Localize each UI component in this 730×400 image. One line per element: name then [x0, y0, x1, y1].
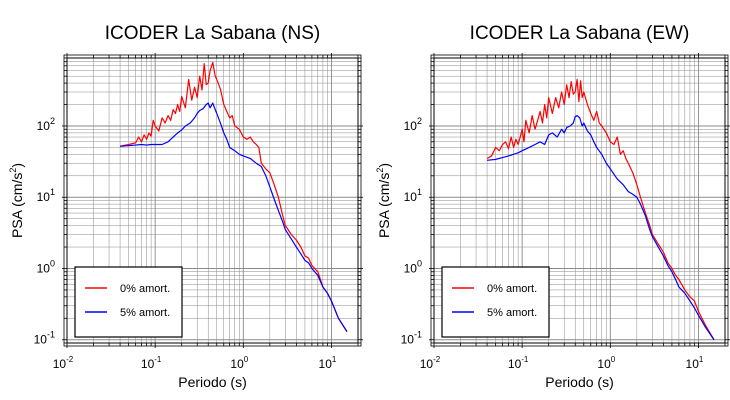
y-tick-label: 10-1 — [34, 330, 55, 347]
y-axis-label: PSA (cm/s2) — [8, 163, 25, 238]
x-tick-label: 100 — [597, 355, 615, 371]
x-tick-label: 10-1 — [508, 355, 529, 371]
legend-label: 5% amort. — [120, 307, 170, 319]
legend: 0% amort. 5% amort. — [441, 266, 550, 338]
x-tick-label: 101 — [686, 355, 704, 371]
series-line-amort-5 — [487, 114, 715, 341]
x-tick-label: 10-2 — [53, 355, 74, 371]
legend-label: 0% amort. — [487, 283, 537, 295]
y-tick-label: 102 — [404, 116, 422, 133]
x-tick-label: 100 — [230, 355, 248, 371]
series-line-amort-0 — [119, 61, 348, 332]
legend: 0% amort. 5% amort. — [74, 266, 183, 338]
chart-panel-1: 10-2 10-1 100 101 10-1 100 101 102 ICODER La Sab… — [8, 23, 363, 390]
chart-panel-2: 10-2 10-1 100 101 10-1 100 101 102 ICODER La Sab… — [375, 23, 730, 390]
y-tick-label: 10-1 — [401, 330, 422, 347]
legend-label: 5% amort. — [487, 307, 537, 319]
series-line-amort-0 — [486, 78, 715, 341]
y-tick-label: 101 — [37, 187, 55, 204]
y-tick-label: 100 — [37, 258, 55, 275]
legend-box — [441, 266, 550, 338]
x-axis-label: Periodo (s) — [178, 374, 246, 390]
x-tick-label: 10-2 — [420, 355, 441, 371]
y-tick-label: 102 — [37, 116, 55, 133]
x-tick-label: 10-1 — [141, 355, 162, 371]
y-axis-label: PSA (cm/s2) — [375, 163, 392, 238]
x-axis-label: Periodo (s) — [545, 374, 613, 390]
y-tick-label: 101 — [404, 187, 422, 204]
grid — [66, 57, 359, 344]
series-line-amort-5 — [120, 102, 348, 332]
legend-label: 0% amort. — [120, 283, 170, 295]
chart-title: ICODER La Sabana (EW) — [470, 23, 690, 44]
legend-box — [74, 266, 183, 338]
y-tick-label: 100 — [404, 258, 422, 275]
chart-title: ICODER La Sabana (NS) — [105, 23, 320, 44]
x-tick-label: 101 — [319, 355, 337, 371]
